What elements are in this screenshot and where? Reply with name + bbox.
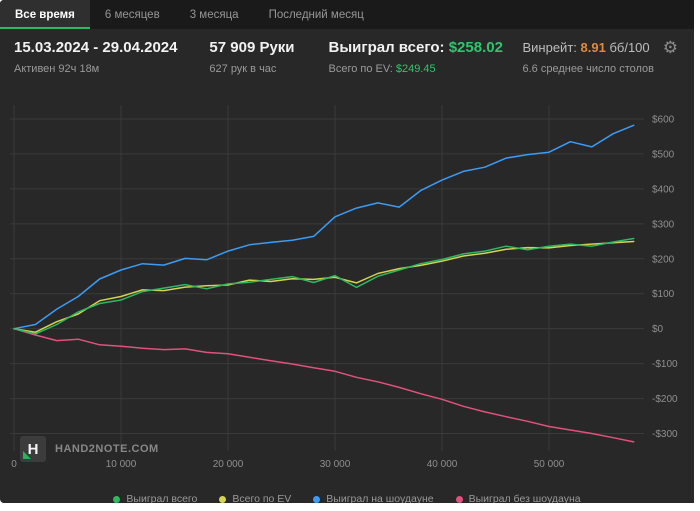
svg-text:$300: $300 — [652, 219, 675, 230]
hands-per-hour: 627 рук в час — [209, 63, 277, 75]
svg-text:40 000: 40 000 — [427, 459, 458, 470]
legend-item-showdown[interactable]: Выиграл на шоудауне — [313, 493, 434, 503]
legend-label-showdown: Выиграл на шоудауне — [326, 493, 434, 503]
won-total-label: Выиграл всего: — [328, 39, 445, 56]
winnings-chart: $600 $500 $400 $300 $200 $100 $0 -$100 -$200 -$30… — [10, 105, 678, 470]
legend-label-ev: Всего по EV — [232, 493, 292, 503]
hand2note-stats-window: Все время 6 месяцев 3 месяца Последний м… — [0, 0, 694, 503]
legend-dot-ev — [219, 495, 227, 503]
svg-text:$100: $100 — [652, 289, 675, 300]
svg-text:-$200: -$200 — [652, 394, 678, 405]
hands-count: 57 909 Руки — [209, 39, 295, 56]
svg-text:$200: $200 — [652, 254, 675, 265]
time-range-tabs: Все время 6 месяцев 3 месяца Последний м… — [0, 0, 694, 29]
tab-6-months[interactable]: 6 месяцев — [104, 8, 160, 21]
legend-item-nonshowdown[interactable]: Выиграл без шоудауна — [455, 493, 581, 503]
stat-hands: 57 909 Руки 627 рук в час — [209, 38, 302, 95]
svg-text:30 000: 30 000 — [320, 459, 351, 470]
tab-3-months[interactable]: 3 месяца — [189, 8, 239, 21]
won-total-value: $258.02 — [448, 39, 503, 56]
logo-green-accent — [23, 451, 31, 459]
svg-text:50 000: 50 000 — [534, 459, 565, 470]
ev-total-value: $249.45 — [395, 63, 436, 75]
legend-item-ev[interactable]: Всего по EV — [219, 493, 291, 503]
logo-letter: H — [27, 440, 39, 458]
stat-winrate: Винрейт: 8.91 бб/100 6.6 среднее число с… — [522, 38, 654, 95]
winrate-line: Винрейт: 8.91 бб/100 — [522, 38, 654, 57]
hand2note-logo-icon: H — [20, 436, 46, 462]
winrate-label: Винрейт: — [522, 40, 577, 55]
ev-total-line: Всего по EV: $249.45 — [328, 63, 496, 75]
svg-text:-$300: -$300 — [652, 429, 678, 440]
svg-text:$500: $500 — [652, 149, 675, 160]
svg-text:20 000: 20 000 — [213, 459, 244, 470]
legend-dot-total — [113, 495, 121, 503]
hand2note-logo-text: HAND2NOTE.COM — [55, 443, 159, 455]
chart-legend: Выиграл всего Всего по EV Выиграл на шоу… — [0, 486, 694, 503]
svg-text:$0: $0 — [652, 324, 664, 335]
legend-item-total[interactable]: Выиграл всего — [113, 493, 197, 503]
legend-dot-showdown — [313, 495, 321, 503]
legend-label-total: Выиграл всего — [126, 493, 198, 503]
winnings-chart-area: $600 $500 $400 $300 $200 $100 $0 -$100 -$200 -$30… — [0, 95, 694, 486]
svg-text:-$100: -$100 — [652, 359, 678, 370]
won-total-line: Выиграл всего: $258.02 — [328, 38, 502, 57]
svg-text:0: 0 — [11, 459, 17, 470]
svg-text:$600: $600 — [652, 114, 675, 125]
legend-dot-nonshowdown — [455, 495, 463, 503]
stat-date-range: 15.03.2024 - 29.04.2024 Активен 92ч 18м — [14, 38, 183, 95]
date-range-value: 15.03.2024 - 29.04.2024 — [14, 39, 178, 56]
winrate-unit: бб/100 — [609, 40, 650, 55]
stat-winnings: Выиграл всего: $258.02 Всего по EV: $249… — [328, 38, 502, 95]
avg-tables: 6.6 среднее число столов — [522, 63, 654, 75]
svg-text:10 000: 10 000 — [106, 459, 137, 470]
ev-total-label: Всего по EV: — [328, 63, 393, 75]
stats-header: 15.03.2024 - 29.04.2024 Активен 92ч 18м … — [0, 29, 694, 95]
svg-text:$400: $400 — [652, 184, 675, 195]
tab-all-time[interactable]: Все время — [0, 0, 90, 29]
winrate-value: 8.91 — [580, 40, 606, 55]
hand2note-logo: H HAND2NOTE.COM — [20, 436, 159, 462]
settings-gear-icon[interactable]: ⚙ — [662, 38, 678, 57]
active-time: Активен 92ч 18м — [14, 63, 100, 75]
tab-last-month[interactable]: Последний месяц — [268, 8, 364, 21]
legend-label-nonshowdown: Выиграл без шоудауна — [468, 493, 581, 503]
